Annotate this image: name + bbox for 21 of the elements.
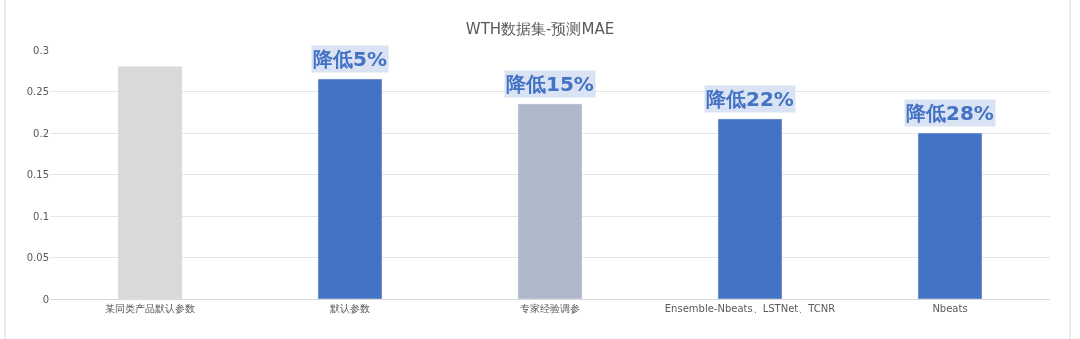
annotation: 降低22% xyxy=(706,87,794,111)
bar xyxy=(517,103,583,299)
y-tick-label: 0.15 xyxy=(26,169,49,180)
x-tick-label: 某同类产品默认参数 xyxy=(105,303,195,314)
x-tick-label: 默认参数 xyxy=(329,303,370,314)
y-tick-label: 0.3 xyxy=(33,44,49,56)
x-tick-label: 专家经验调参 xyxy=(520,303,580,314)
annotation: 降低28% xyxy=(906,101,994,125)
annotation: 降低5% xyxy=(313,47,387,71)
annotation: 降低15% xyxy=(506,72,594,96)
y-tick-label: 0.2 xyxy=(33,127,49,139)
y-tick-label: 0.05 xyxy=(26,252,49,263)
y-tick-label: 0.25 xyxy=(26,86,49,97)
bar xyxy=(917,132,983,299)
y-tick-label: 0 xyxy=(42,293,49,305)
chart-title: WTH数据集-预测MAE xyxy=(465,20,615,39)
y-tick-label: 0.1 xyxy=(33,210,49,222)
x-tick-label: Ensemble-Nbeats、LSTNet、TCNR xyxy=(664,303,836,314)
x-tick-label: Nbeats xyxy=(932,303,968,314)
bar xyxy=(317,78,383,299)
bar xyxy=(717,118,783,299)
